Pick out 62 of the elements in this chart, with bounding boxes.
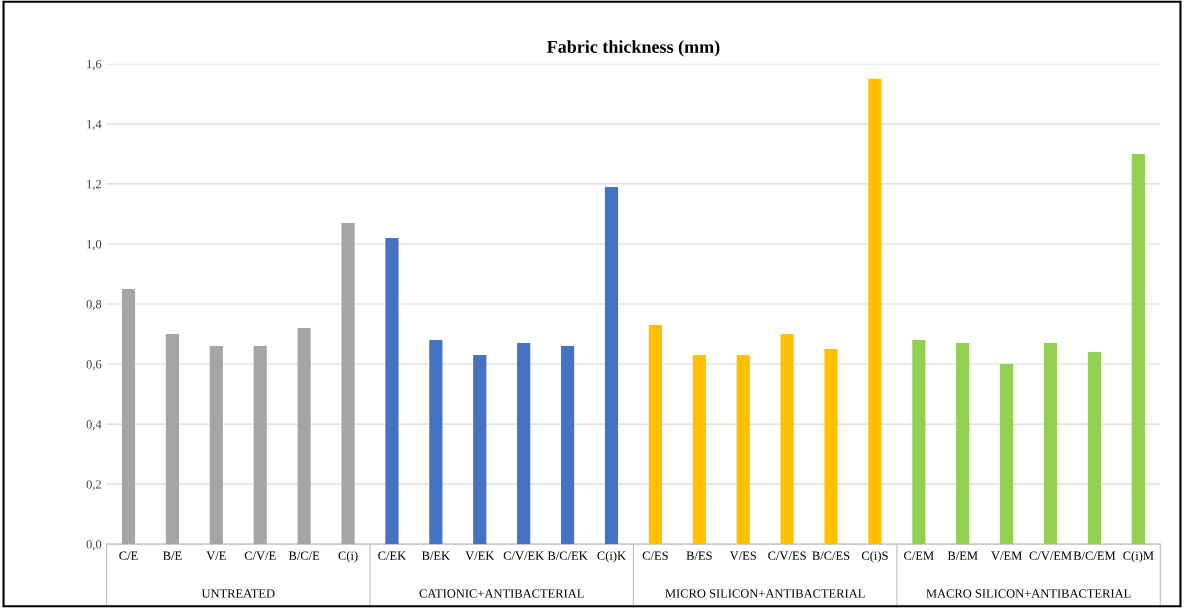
y-tick-label: 0,2 bbox=[86, 480, 102, 491]
x-tick-label: C/V/E bbox=[244, 551, 276, 560]
x-tick-label: C(i) bbox=[338, 551, 358, 563]
x-tick-label: C(i)S bbox=[861, 551, 888, 563]
bar bbox=[1000, 364, 1014, 545]
text: MACRO SILICON+ANTIBACTERIAL bbox=[926, 589, 1131, 598]
y-tick-label: 1,2 bbox=[87, 179, 102, 191]
bar bbox=[165, 334, 180, 545]
bar bbox=[1131, 153, 1145, 545]
x-tick-label: V/ES bbox=[729, 551, 756, 560]
text: CATIONIC+ANTIBACTERIAL bbox=[419, 589, 584, 598]
text: UNTREATED bbox=[201, 589, 275, 598]
x-tick-label: C/E bbox=[119, 551, 138, 560]
y-tick-label: 1,4 bbox=[87, 119, 102, 131]
bar bbox=[868, 78, 882, 545]
bar bbox=[824, 349, 838, 545]
bar bbox=[341, 222, 355, 545]
x-tick-label: B/E bbox=[163, 551, 182, 560]
bar bbox=[121, 288, 136, 545]
bar bbox=[429, 340, 443, 545]
x-tick-label: C/V/EM bbox=[1029, 551, 1072, 560]
y-tick-label: 0,4 bbox=[86, 420, 102, 431]
x-tick-label: C(i)M bbox=[1123, 551, 1154, 563]
bar bbox=[604, 186, 619, 545]
x-tick-label: B/EK bbox=[421, 551, 450, 560]
bar bbox=[253, 346, 267, 545]
bar bbox=[912, 340, 926, 545]
x-tick-label: C/V/ES bbox=[768, 551, 806, 560]
bar bbox=[956, 343, 970, 545]
x-tick-label: B/C/ES bbox=[812, 551, 850, 560]
x-tick-label: B/ES bbox=[686, 551, 712, 560]
bar bbox=[1043, 343, 1058, 545]
y-tick-label: 0,8 bbox=[86, 300, 102, 311]
x-tick-label: B/EM bbox=[947, 551, 978, 560]
x-tick-label: V/E bbox=[206, 551, 226, 560]
bar bbox=[385, 237, 399, 545]
text: MICRO SILICON+ANTIBACTERIAL bbox=[665, 589, 865, 598]
x-tick-label: B/C/E bbox=[288, 551, 320, 560]
bar bbox=[780, 334, 794, 545]
bar bbox=[517, 343, 531, 545]
y-tick-label: 0,6 bbox=[86, 360, 102, 371]
x-tick-label: C/EM bbox=[904, 551, 934, 560]
chart-title: Fabric thickness (mm) bbox=[546, 40, 720, 57]
x-tick-label: C/EK bbox=[378, 551, 407, 560]
bar bbox=[692, 355, 706, 545]
bar bbox=[736, 355, 750, 545]
y-tick-label: 1,0 bbox=[87, 239, 102, 251]
x-tick-label: C(i)K bbox=[597, 551, 626, 563]
bar bbox=[473, 355, 487, 545]
bar bbox=[1087, 352, 1102, 545]
x-tick-label: V/EK bbox=[465, 551, 495, 560]
bar bbox=[648, 325, 662, 545]
y-tick-label: 0,0 bbox=[86, 540, 102, 551]
x-tick-label: C/V/EK bbox=[503, 551, 545, 560]
bar bbox=[297, 328, 311, 545]
x-tick-label: B/C/EK bbox=[547, 551, 588, 560]
bar bbox=[209, 346, 223, 545]
bar bbox=[560, 346, 575, 545]
x-tick-label: B/C/EM bbox=[1073, 551, 1116, 560]
y-tick-label: 1,6 bbox=[87, 59, 102, 71]
x-tick-label: V/EM bbox=[991, 551, 1022, 560]
x-tick-label: C/ES bbox=[642, 551, 668, 560]
